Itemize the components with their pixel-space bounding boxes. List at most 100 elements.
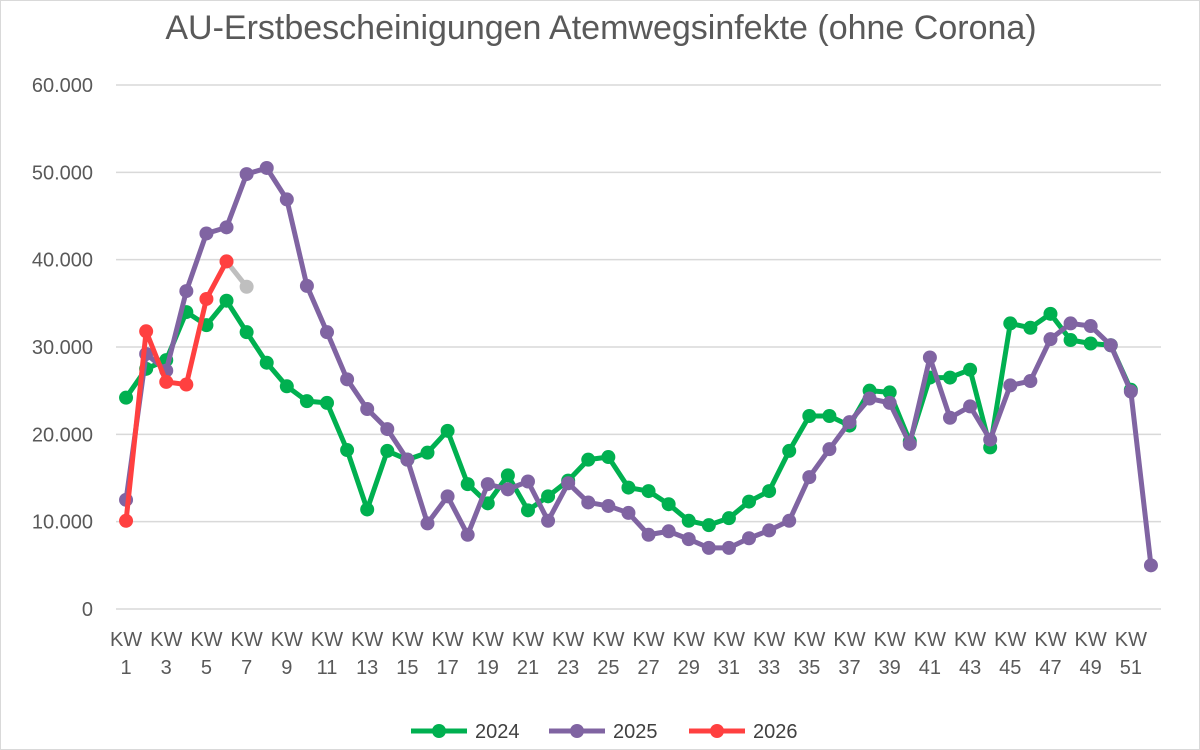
data-point-2025-49	[1103, 338, 1118, 353]
data-point-2025-27	[661, 524, 676, 539]
data-point-2026-2	[159, 374, 174, 389]
data-point-2024-25	[621, 480, 636, 495]
data-point-2024-45	[1023, 320, 1038, 335]
data-point-2024-18	[480, 496, 495, 511]
x-tick-label-22: KW 45	[994, 629, 1026, 679]
data-point-2024-5	[219, 293, 234, 308]
series-2026	[119, 254, 234, 528]
data-point-2024-8	[279, 379, 294, 394]
y-tick-label-5: 50.000	[32, 162, 93, 184]
x-tick-label-19: KW 39	[874, 629, 906, 679]
data-point-2024-19	[500, 468, 515, 483]
y-tick-label-6: 60.000	[32, 75, 93, 97]
data-point-2025-31	[742, 531, 757, 546]
data-point-2026-4	[199, 291, 214, 306]
data-point-2025-8	[279, 192, 294, 207]
data-point-2025-34	[802, 470, 817, 485]
data-point-2024-28	[681, 513, 696, 528]
data-point-2024-11	[340, 443, 355, 458]
y-tick-label-0: 0	[82, 599, 93, 621]
legend-swatch-marker	[432, 724, 446, 738]
series-2024	[119, 293, 1138, 533]
data-point-2024-31	[742, 494, 757, 509]
data-point-2025-43	[983, 432, 998, 447]
data-point-2026-3	[179, 377, 194, 392]
data-point-2025-7	[259, 160, 274, 175]
data-point-2025-37	[862, 391, 877, 406]
y-tick-label-1: 10.000	[32, 512, 93, 534]
data-point-2025-48	[1083, 319, 1098, 334]
data-point-2024-46	[1043, 306, 1058, 321]
data-point-2024-10	[320, 395, 335, 410]
data-point-2024-27	[661, 497, 676, 512]
data-point-2025-19	[500, 482, 515, 497]
data-point-2024-13	[380, 443, 395, 458]
data-point-2025-28	[681, 532, 696, 547]
x-tick-label-13: KW 27	[632, 629, 664, 679]
x-tick-label-14: KW 29	[673, 629, 705, 679]
data-point-2025-6	[239, 167, 254, 182]
data-point-2025-46	[1043, 332, 1058, 347]
x-tick-label-0: KW 1	[110, 629, 142, 679]
data-point-2025-4	[199, 226, 214, 241]
data-point-2025-36	[842, 415, 857, 430]
data-point-2025-16	[440, 489, 455, 504]
data-point-2024-48	[1083, 336, 1098, 351]
data-point-2025-18	[480, 477, 495, 492]
data-point-2025-11	[340, 372, 355, 387]
x-tick-label-1: KW 3	[150, 629, 182, 679]
data-point-projection-1	[239, 279, 254, 294]
data-point-2024-12	[360, 502, 375, 517]
data-point-2025-25	[621, 505, 636, 520]
data-point-2025-22	[561, 476, 576, 491]
x-tick-label-11: KW 23	[552, 629, 584, 679]
legend-label: 2024	[475, 721, 520, 743]
data-point-2025-40	[922, 350, 937, 365]
data-point-2025-38	[882, 395, 897, 410]
data-point-2025-41	[942, 410, 957, 425]
data-point-2024-17	[460, 477, 475, 492]
legend: 2024 2025 2026	[411, 721, 798, 743]
data-point-2025-45	[1023, 374, 1038, 389]
data-point-2025-32	[762, 523, 777, 538]
data-point-2025-30	[721, 540, 736, 555]
data-point-2024-23	[581, 452, 596, 467]
legend-swatch-marker	[570, 724, 584, 738]
x-tick-label-18: KW 37	[833, 629, 865, 679]
data-point-2025-24	[601, 498, 616, 513]
x-tick-label-20: KW 41	[914, 629, 946, 679]
data-point-2025-35	[822, 442, 837, 457]
data-point-2025-13	[380, 422, 395, 437]
legend-label: 2026	[753, 721, 798, 743]
data-point-2025-17	[460, 527, 475, 542]
data-point-2024-24	[601, 450, 616, 465]
data-point-2026-5	[219, 254, 234, 269]
x-tick-label-25: KW 51	[1115, 629, 1147, 679]
x-tick-label-16: KW 33	[753, 629, 785, 679]
data-point-2024-6	[239, 325, 254, 340]
x-tick-label-21: KW 43	[954, 629, 986, 679]
x-tick-label-17: KW 35	[793, 629, 825, 679]
plot-area	[119, 160, 1158, 573]
data-point-2025-39	[902, 436, 917, 451]
x-tick-label-7: KW 15	[391, 629, 423, 679]
data-point-2024-35	[822, 408, 837, 423]
data-point-2025-51	[1143, 558, 1158, 573]
data-point-2025-23	[581, 495, 596, 510]
data-point-2026-1	[139, 324, 154, 339]
series-line-2025	[123, 165, 1154, 568]
x-tick-label-9: KW 19	[472, 629, 504, 679]
data-point-2024-16	[440, 423, 455, 438]
x-tick-label-15: KW 31	[713, 629, 745, 679]
data-point-2025-12	[360, 402, 375, 417]
legend-swatch-marker	[710, 724, 724, 738]
legend-item-2025: 2025	[549, 721, 658, 743]
x-tick-label-6: KW 13	[351, 629, 383, 679]
series-2025	[119, 160, 1158, 573]
x-tick-label-5: KW 11	[311, 629, 343, 679]
x-tick-label-3: KW 7	[231, 629, 263, 679]
data-point-2025-14	[400, 452, 415, 467]
data-point-2024-33	[782, 443, 797, 458]
